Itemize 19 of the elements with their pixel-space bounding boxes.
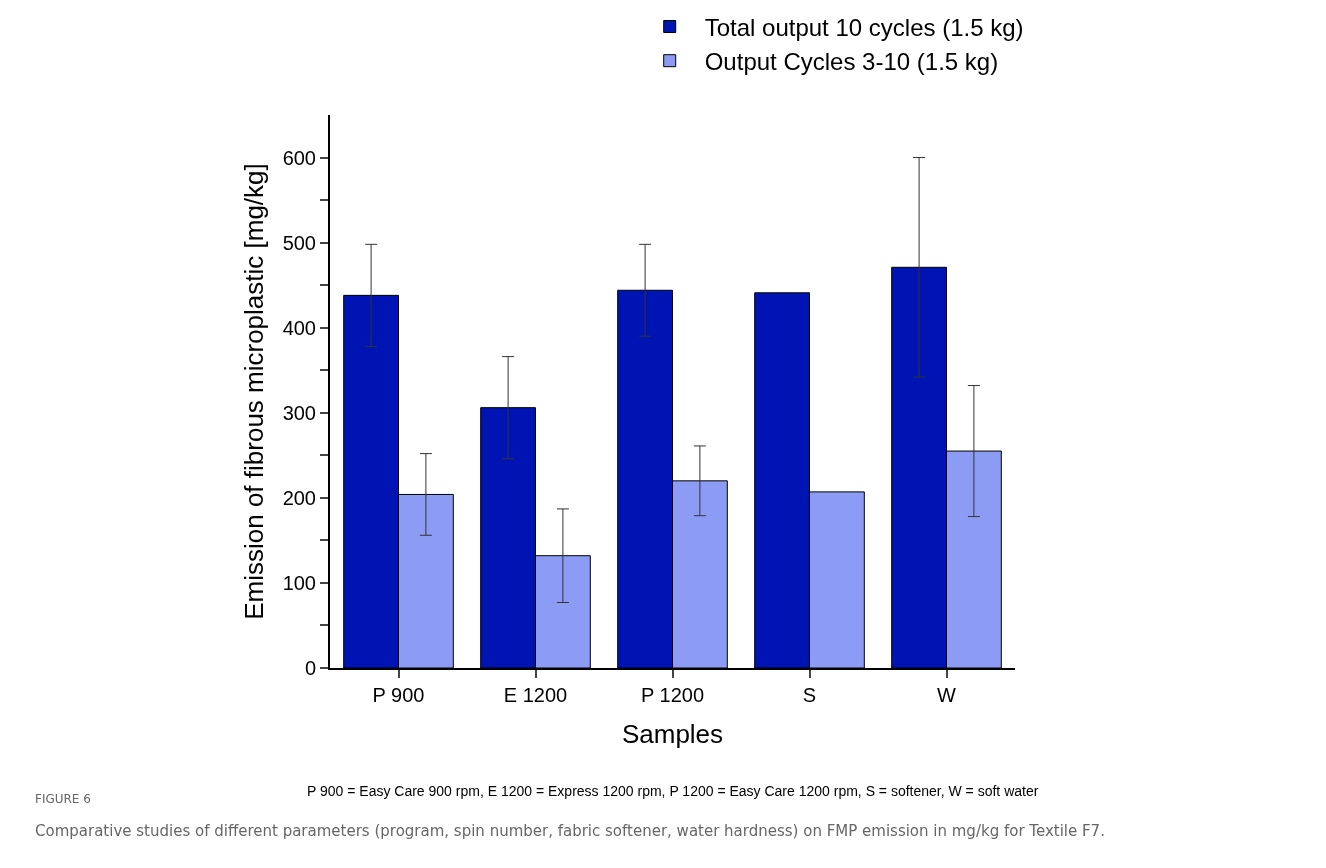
x-tick-label: W [937,684,957,706]
y-tick-label: 600 [282,146,316,169]
x-tick-label: P 900 [372,684,425,706]
y-tick-label: 200 [282,486,316,509]
y-tick-label: 400 [282,316,316,339]
text: P 900 = Easy Care 900 rpm, E 1200 = Express 1200 rpm, P 1200 = Easy Care 1200 rpm, S = softener, W = soft water [307,783,1039,799]
x-tick-label: S [802,684,817,706]
legend-label: Output Cycles 3-10 (1.5 kg) [704,48,999,76]
x-axis-title: Samples [621,719,724,750]
y-tick-label: 100 [282,571,316,594]
text: Comparative studies of different parameters (program, spin number, fabric softener, water hardness) on FMP emission in mg/kg for Textile F7. [35,822,1105,840]
y-tick-label: 500 [282,231,316,254]
y-tick-label: 0 [304,657,316,679]
y-axis-title: Emission of fibrous microplastic [mg/kg] [238,163,269,620]
legend-label: Total output 10 cycles (1.5 kg) [704,13,1024,41]
y-tick-label: 300 [282,401,316,424]
x-tick-label: E 1200 [503,684,568,706]
caption: FIGURE 6 [35,792,91,806]
x-tick-label: P 1200 [640,684,705,706]
